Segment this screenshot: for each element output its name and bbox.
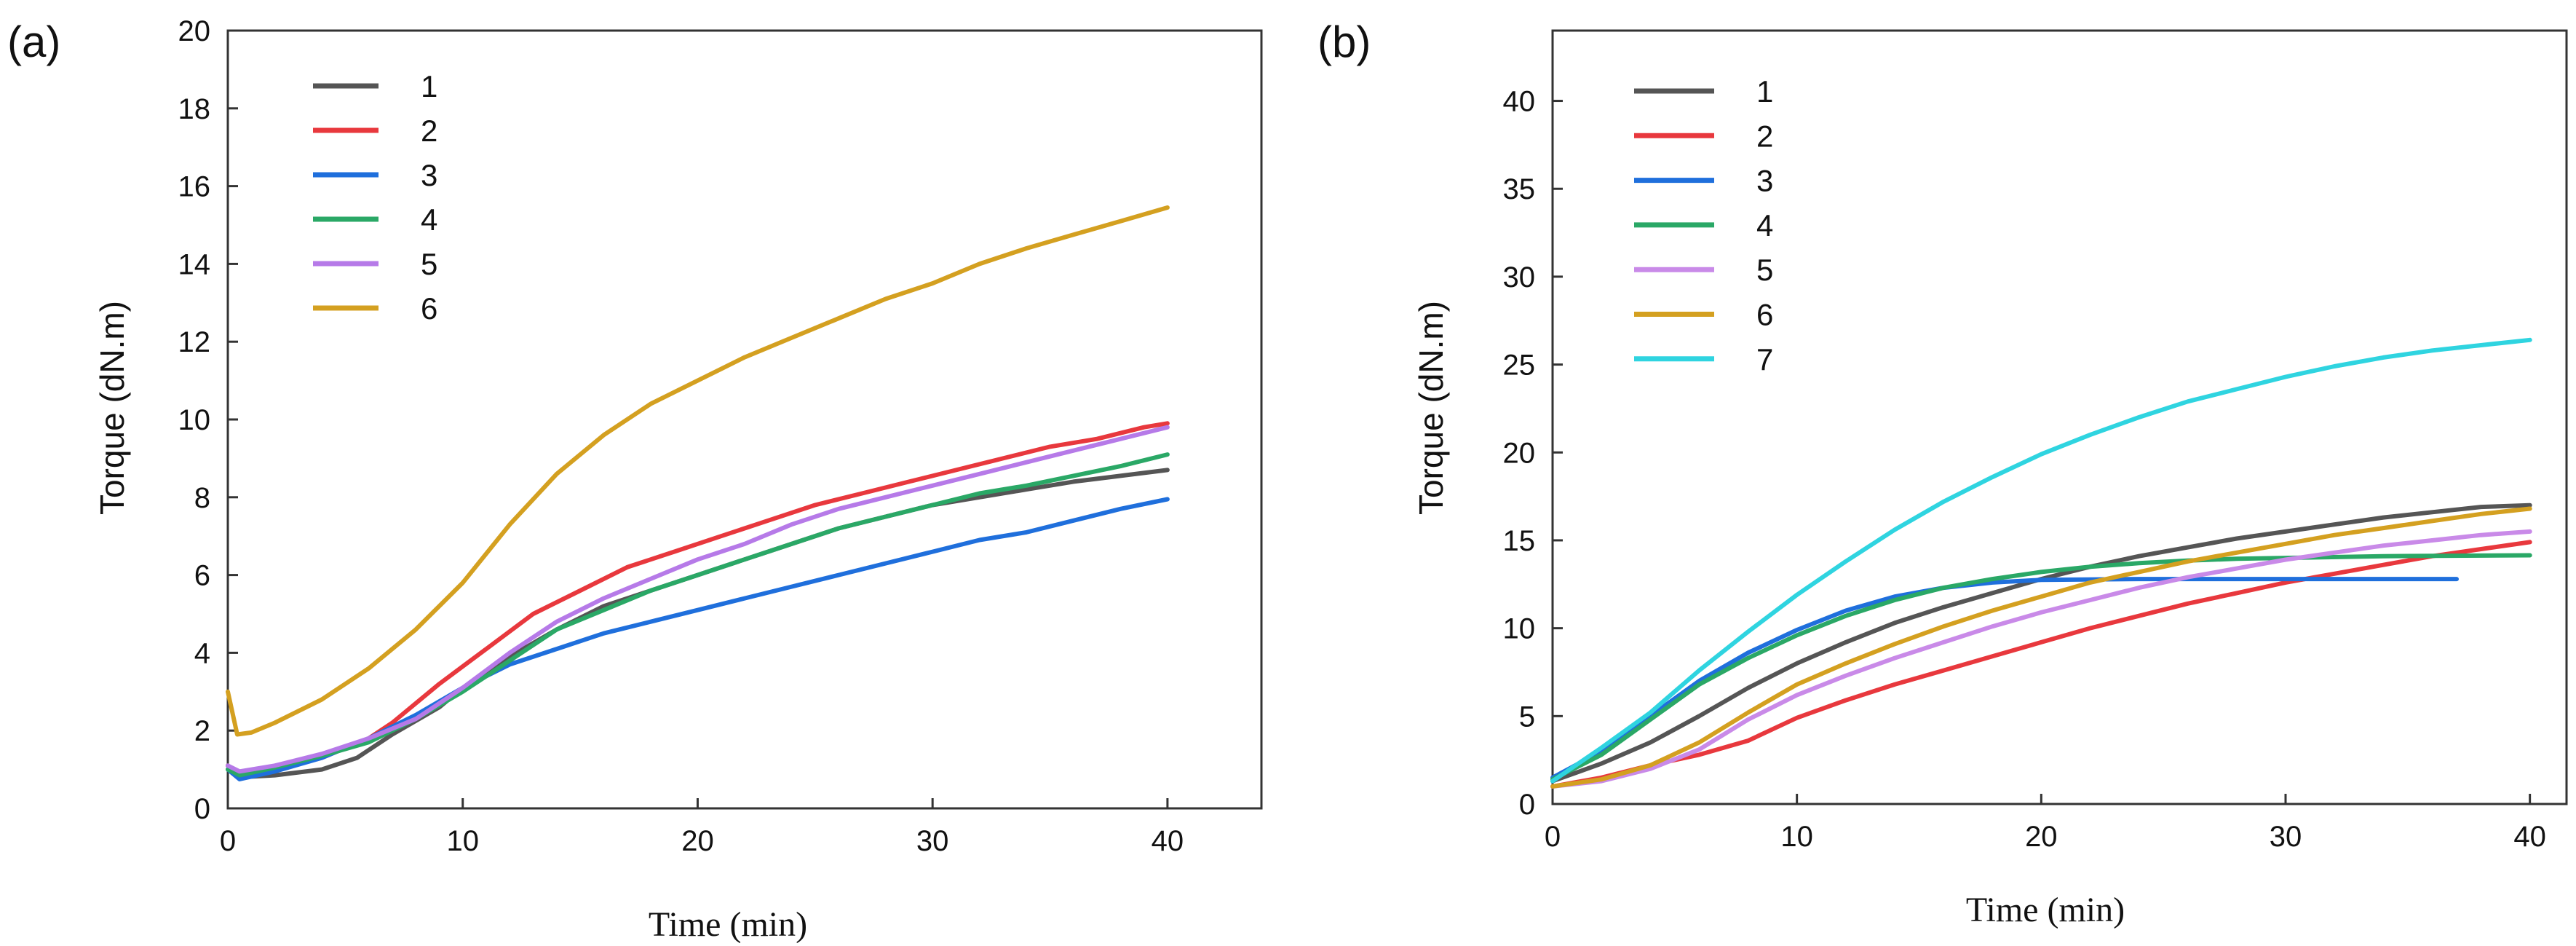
legend-label-6: 6 xyxy=(1756,298,1773,332)
panel-b-y-ticks: 0 5 10 15 20 25 30 35 40 xyxy=(1503,86,1563,821)
y-tick-label: 0 xyxy=(194,793,210,825)
y-tick-label: 20 xyxy=(178,15,211,47)
legend-label-1: 1 xyxy=(1756,74,1773,109)
x-tick-label: 10 xyxy=(446,825,479,857)
x-tick-label: 20 xyxy=(681,825,714,857)
legend-label-5: 5 xyxy=(1756,253,1773,287)
legend-label-2: 2 xyxy=(421,114,437,148)
panel-a-x-axis-label: Time (min) xyxy=(649,905,807,944)
series-line-5 xyxy=(226,425,1170,774)
legend-label-3: 3 xyxy=(421,158,437,192)
y-tick-label: 10 xyxy=(1503,613,1536,645)
series-line-5 xyxy=(1550,529,2532,789)
x-tick-label: 0 xyxy=(220,825,236,857)
legend-label-5: 5 xyxy=(421,247,437,281)
y-tick-label: 6 xyxy=(194,560,210,592)
x-tick-label: 30 xyxy=(2270,821,2302,853)
series-line-4 xyxy=(226,452,1170,778)
y-tick-label: 4 xyxy=(194,637,210,669)
panel-b-y-axis-label: Torque (dN.m) xyxy=(1412,301,1450,515)
panel-a-x-ticks: 0 10 20 30 40 xyxy=(220,798,1184,857)
legend-label-6: 6 xyxy=(421,291,437,326)
y-tick-label: 35 xyxy=(1503,173,1536,205)
panel-b-legend: 1 2 3 4 5 6 7 xyxy=(1634,74,1773,377)
series-line-2 xyxy=(226,421,1170,778)
y-tick-label: 18 xyxy=(178,93,211,125)
y-tick-label: 40 xyxy=(1503,86,1536,118)
series-line-6 xyxy=(1550,506,2532,789)
series-line-2 xyxy=(1550,540,2532,789)
y-tick-label: 0 xyxy=(1519,789,1535,821)
panel-a-y-ticks: 0 2 4 6 8 10 12 14 16 18 20 xyxy=(178,15,238,825)
y-tick-label: 14 xyxy=(178,248,211,280)
series-line-3 xyxy=(1550,577,2459,780)
panel-b-plot-frame xyxy=(1551,29,2568,805)
legend-label-1: 1 xyxy=(421,69,437,103)
legend-label-2: 2 xyxy=(1756,119,1773,153)
x-tick-label: 40 xyxy=(1152,825,1184,857)
panel-a-series-group xyxy=(226,205,1170,781)
legend-label-4: 4 xyxy=(1756,208,1773,243)
panel-a-y-axis-label: Torque (dN.m) xyxy=(93,301,131,515)
series-line-7 xyxy=(1550,337,2532,784)
panel-b-x-axis-label: Time (min) xyxy=(1966,891,2125,929)
y-tick-label: 30 xyxy=(1503,261,1536,293)
legend-label-4: 4 xyxy=(421,202,437,237)
legend-label-3: 3 xyxy=(1756,164,1773,198)
panel-a-legend: 1 2 3 4 5 6 xyxy=(313,69,437,326)
panel-b-x-ticks: 0 10 20 30 40 xyxy=(1545,794,2546,853)
y-tick-label: 5 xyxy=(1519,701,1535,733)
legend-label-7: 7 xyxy=(1756,342,1773,377)
y-tick-label: 2 xyxy=(194,715,210,747)
y-tick-label: 25 xyxy=(1503,350,1536,382)
panel-b: (b) 0 5 10 15 20 25 30 35 40 0 10 20 30 40 1 2 3 4 5 6 7 T… xyxy=(1317,17,2568,929)
x-tick-label: 30 xyxy=(916,825,949,857)
y-tick-label: 15 xyxy=(1503,525,1536,557)
x-tick-label: 40 xyxy=(2513,821,2546,853)
y-tick-label: 8 xyxy=(194,482,210,514)
x-tick-label: 20 xyxy=(2025,821,2058,853)
y-tick-label: 16 xyxy=(178,171,211,203)
x-tick-label: 0 xyxy=(1545,821,1561,853)
y-tick-label: 20 xyxy=(1503,437,1536,469)
series-line-6 xyxy=(226,205,1170,737)
y-tick-label: 10 xyxy=(178,404,211,436)
panel-a-label: (a) xyxy=(7,17,60,66)
panel-b-label: (b) xyxy=(1317,17,1371,66)
panel-b-series-group xyxy=(1550,337,2532,789)
series-line-4 xyxy=(1550,553,2532,782)
y-tick-label: 12 xyxy=(178,326,211,358)
panel-a-plot-frame xyxy=(226,29,1263,810)
series-line-1 xyxy=(226,468,1170,780)
x-tick-label: 10 xyxy=(1780,821,1813,853)
